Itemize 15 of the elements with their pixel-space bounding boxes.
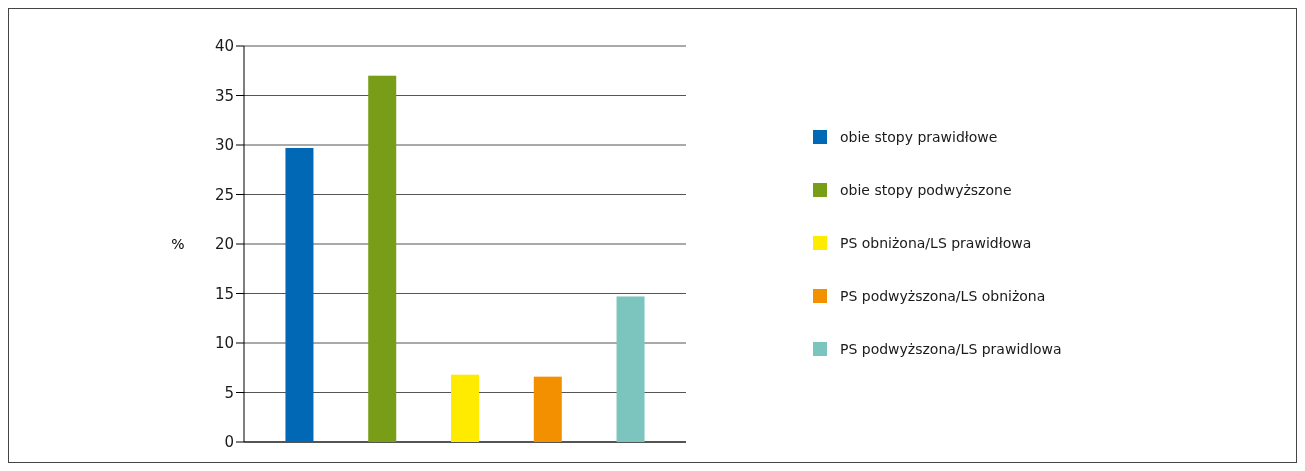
y-tick-label: 35: [214, 86, 234, 105]
legend-label: obie stopy prawidłowe: [840, 128, 998, 145]
y-tick-label: 40: [214, 37, 234, 56]
y-tick-label: 15: [214, 284, 234, 303]
y-tick-label: 25: [214, 185, 234, 204]
y-tick-label: 5: [224, 383, 234, 402]
legend-label: PS podwyższona/LS prawidlowa: [840, 340, 1062, 357]
y-tick-label: 10: [214, 334, 234, 353]
y-axis-title: %: [171, 235, 185, 252]
legend-label: obie stopy podwyższone: [840, 181, 1012, 198]
legend-label: PS podwyższona/LS obniżona: [840, 287, 1046, 304]
y-tick-label: 30: [214, 136, 234, 155]
legend-label: PS obniżona/LS prawidłowa: [840, 234, 1032, 251]
y-tick-label: 0: [224, 433, 234, 452]
y-tick-label: 20: [214, 235, 234, 254]
